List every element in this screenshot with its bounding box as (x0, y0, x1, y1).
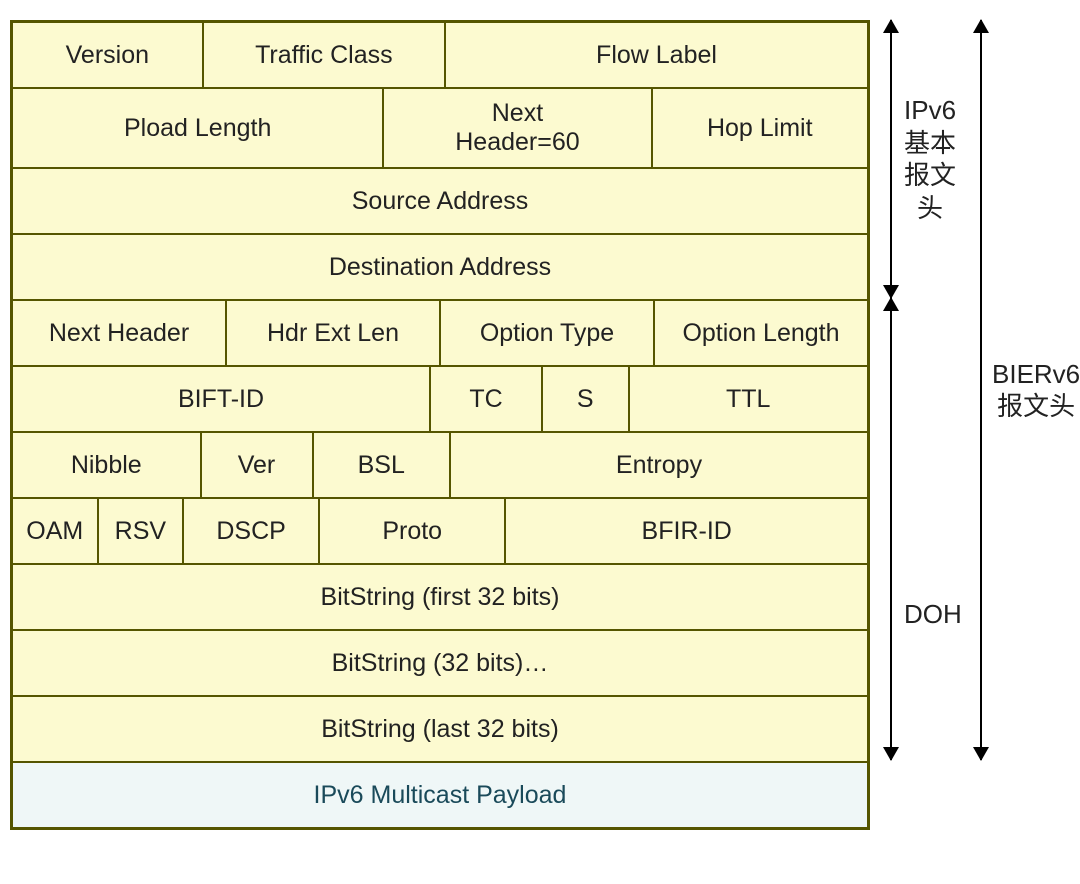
payload-row: IPv6 Multicast Payload (12, 762, 868, 828)
field-traffic-class: Traffic Class (203, 22, 445, 88)
label-bierv6: BIERv6报文头 (992, 358, 1080, 423)
field-bift-id: BIFT-ID (12, 366, 430, 432)
field-option-type: Option Type (440, 300, 654, 366)
field-bitstring-mid: BitString (32 bits)… (12, 630, 868, 696)
bracket-bierv6: BIERv6报文头 (980, 20, 1080, 760)
field-destination-address: Destination Address (12, 234, 868, 300)
ipv6-row-3: Source Address (12, 168, 868, 234)
annotations-panel: IPv6基本报文头 DOH BIERv6报文头 (870, 20, 1070, 830)
doh-row-1: Next Header Hdr Ext Len Option Type Opti… (12, 300, 868, 366)
doh-row-2: BIFT-ID TC S TTL (12, 366, 868, 432)
field-proto: Proto (319, 498, 505, 564)
field-source-address: Source Address (12, 168, 868, 234)
bracket-doh: DOH (890, 298, 892, 760)
doh-row-7: BitString (last 32 bits) (12, 696, 868, 762)
ipv6-row-4: Destination Address (12, 234, 868, 300)
doh-row-5: BitString (first 32 bits) (12, 564, 868, 630)
doh-row-3: Nibble Ver BSL Entropy (12, 432, 868, 498)
field-ver: Ver (201, 432, 313, 498)
field-payload-length: Pload Length (12, 88, 383, 168)
doh-row-6: BitString (32 bits)… (12, 630, 868, 696)
ipv6-row-1: Version Traffic Class Flow Label (12, 22, 868, 88)
field-hdr-ext-len: Hdr Ext Len (226, 300, 440, 366)
field-tc: TC (430, 366, 542, 432)
field-bsl: BSL (313, 432, 451, 498)
doh-row-4: OAM RSV DSCP Proto BFIR-ID (12, 498, 868, 564)
field-dscp: DSCP (183, 498, 319, 564)
field-hop-limit: Hop Limit (652, 88, 869, 168)
field-oam: OAM (12, 498, 98, 564)
packet-table: Version Traffic Class Flow Label Pload L… (10, 20, 870, 830)
field-next-header-60: NextHeader=60 (383, 88, 651, 168)
field-rsv: RSV (98, 498, 184, 564)
field-version: Version (12, 22, 203, 88)
field-multicast-payload: IPv6 Multicast Payload (12, 762, 868, 828)
ipv6-row-2: Pload Length NextHeader=60 Hop Limit (12, 88, 868, 168)
label-ipv6-basic: IPv6基本报文头 (904, 94, 956, 224)
bracket-ipv6-basic: IPv6基本报文头 (890, 20, 956, 298)
field-s: S (542, 366, 629, 432)
field-option-length: Option Length (654, 300, 868, 366)
label-doh: DOH (904, 598, 962, 631)
field-nibble: Nibble (12, 432, 201, 498)
field-bitstring-last: BitString (last 32 bits) (12, 696, 868, 762)
field-ttl: TTL (629, 366, 869, 432)
field-entropy: Entropy (450, 432, 868, 498)
field-flow-label: Flow Label (445, 22, 868, 88)
field-bfir-id: BFIR-ID (505, 498, 868, 564)
packet-diagram: Version Traffic Class Flow Label Pload L… (10, 20, 1070, 830)
field-next-header: Next Header (12, 300, 226, 366)
field-bitstring-first: BitString (first 32 bits) (12, 564, 868, 630)
